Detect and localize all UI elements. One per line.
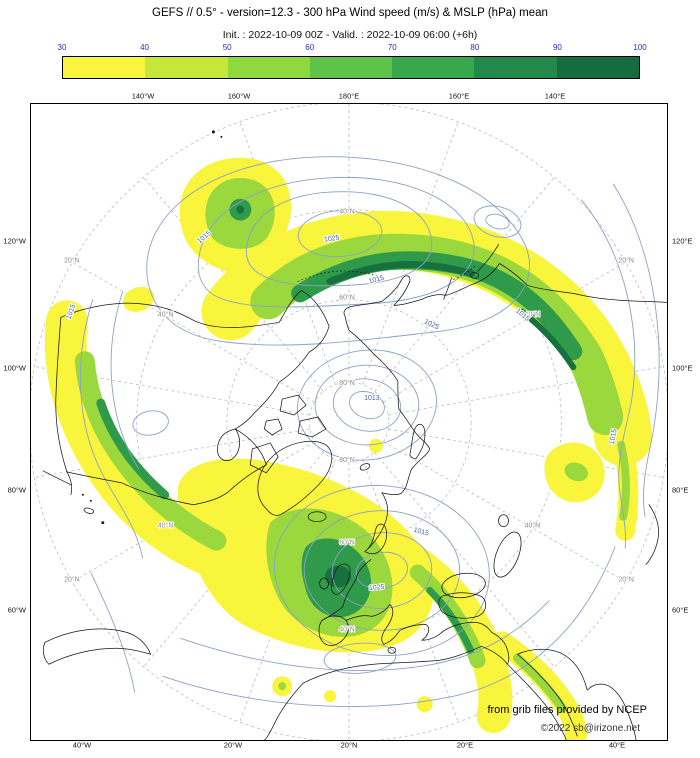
colorbar-segment <box>63 57 146 78</box>
mslp-contour-layer <box>79 156 660 707</box>
edge-label: 20°E <box>456 740 474 750</box>
colorbar-segment <box>392 57 475 78</box>
colorbar-tick-label: 70 <box>387 43 397 52</box>
credit-copyright: ©2022 sb@irizone.net <box>540 723 640 734</box>
credit-ncep: from grib files provided by NCEP <box>487 704 647 716</box>
colorbar-bar <box>62 56 640 79</box>
edge-label: 40°E <box>608 740 626 750</box>
chart-subtitle: Init. : 2022-10-09 00Z - Valid. : 2022-1… <box>222 29 478 41</box>
edge-label: 140°W <box>131 91 155 101</box>
edge-label: 100°W <box>3 363 26 373</box>
colorbar-tick-label: 60 <box>305 43 315 52</box>
latitude-label: 20°N <box>64 257 80 265</box>
latitude-label: 20°N <box>64 575 80 583</box>
latitude-label: 20°N <box>618 257 634 265</box>
pressure-label: 1015 <box>413 527 430 538</box>
colorbar-tick-label: 100 <box>633 43 647 52</box>
latitude-label: 40°N <box>525 522 541 530</box>
map-frame: 40°N 60°N 80°N 80°N 60°N 40°N 20°N 20°N 20°N 20°N… <box>30 103 668 741</box>
edge-label: 120°W <box>3 236 26 246</box>
colorbar-segment <box>474 57 557 78</box>
latitude-label: 40°N <box>339 208 355 216</box>
edge-label: 20°W <box>223 740 243 750</box>
coastline-layer <box>42 130 667 740</box>
edge-label: 80°W <box>7 485 26 495</box>
colorbar-tick-label: 90 <box>552 43 562 52</box>
colorbar-tick-label: 80 <box>470 43 480 52</box>
edge-label: 160°E <box>448 91 470 101</box>
pressure-label: 1025 <box>324 235 340 244</box>
latitude-label: 20°N <box>618 575 634 583</box>
edge-label: 120°E <box>672 236 693 246</box>
latitude-label: 40°N <box>339 625 355 633</box>
edge-label: 60°E <box>672 605 689 615</box>
colorbar-tick-label: 30 <box>57 43 67 52</box>
colorbar-segment <box>309 57 393 78</box>
pressure-label: 1015 <box>609 428 619 445</box>
colorbar-segment <box>556 57 639 78</box>
pressure-label: 1013 <box>364 395 380 402</box>
latitude-label: 40°N <box>158 310 174 318</box>
chart-title: GEFS // 0.5° - version=12.3 - 300 hPa Wi… <box>152 7 548 19</box>
colorbar-segment <box>227 57 310 78</box>
edge-label: 60°W <box>7 605 26 615</box>
colorbar-tick-label: 40 <box>140 43 150 52</box>
edge-label: 80°E <box>672 485 689 495</box>
edge-label: 40°W <box>72 740 92 750</box>
colorbar-segment <box>145 57 228 78</box>
edge-label: 160°W <box>227 91 251 101</box>
colorbar-tick-label: 50 <box>222 43 232 52</box>
edge-label: 100°E <box>672 363 693 373</box>
pressure-label: 1025 <box>369 584 385 592</box>
edge-label: 20°N <box>340 740 358 750</box>
wind-speed-fill-layer <box>44 157 653 740</box>
latitude-label: 40°N <box>525 310 541 318</box>
edge-label: 140°E <box>544 91 566 101</box>
latitude-label: 60°N <box>339 539 355 547</box>
latitude-label: 40°N <box>158 522 174 530</box>
pressure-label: 1025 <box>423 318 440 331</box>
latitude-label: 60°N <box>339 293 355 301</box>
edge-label: 180°E <box>338 91 360 101</box>
map-canvas: 40°N 60°N 80°N 80°N 60°N 40°N 20°N 20°N 20°N 20°N… <box>31 104 667 740</box>
latitude-label: 80°N <box>339 379 355 387</box>
pressure-label: 1015 <box>368 275 385 286</box>
latitude-label: 80°N <box>339 456 355 464</box>
